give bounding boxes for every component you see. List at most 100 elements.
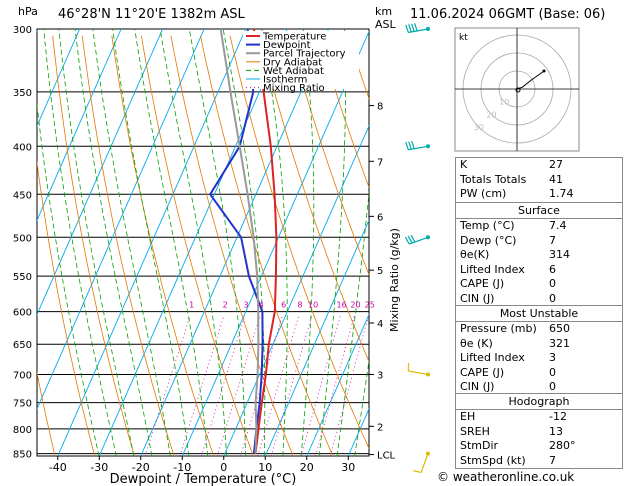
pressure-tick-label: 600 <box>13 308 32 319</box>
isotherm-line <box>223 124 369 456</box>
wind-barb-flag <box>411 23 415 32</box>
wind-barb <box>407 362 430 377</box>
mixing-ratio-label: 1 <box>189 301 194 310</box>
index-row-k: K 27 <box>456 158 622 173</box>
series-parcel-trajectory <box>219 29 260 454</box>
wind-barb-flag <box>414 23 418 32</box>
temp-tick-label: 0 <box>220 461 227 474</box>
wind-barb-staff <box>409 236 429 245</box>
legend-label: Mixing Ratio <box>263 83 325 94</box>
km-tick-label: 7 <box>377 157 383 168</box>
hodograph-trace <box>516 70 545 90</box>
surface-value: 7 <box>549 233 556 247</box>
surface-value: 6 <box>549 262 556 276</box>
hodograph-row: SREH 13 <box>456 425 622 440</box>
hodograph-label: StmSpd (kt) <box>460 453 526 467</box>
dry-adiabat-line <box>37 370 56 456</box>
index-label: Totals Totals <box>460 172 527 186</box>
temp-tick-label: 20 <box>300 461 314 474</box>
surface-value: 0 <box>549 291 556 305</box>
mixing-ratio-label: 3 <box>243 301 248 310</box>
isotherm-line <box>98 29 288 456</box>
wind-barb-flag <box>410 234 416 243</box>
wind-barb-staff <box>408 145 429 151</box>
legend-label: Parcel Trajectory <box>263 49 346 60</box>
asl-unit-label: ASL <box>375 18 397 31</box>
wind-barbs <box>404 23 430 473</box>
hodograph-unit: kt <box>459 33 468 43</box>
unstable-value: 0 <box>549 365 556 379</box>
series-temperature <box>252 29 278 454</box>
surface-table: Surface Temp (°C) 7.4 Dewp (°C) 7 θe(K) 314… <box>455 202 623 307</box>
pressure-tick-label: 400 <box>13 142 32 153</box>
index-value: 1.74 <box>549 187 574 200</box>
unstable-row: θe (K) 321 <box>456 337 622 352</box>
temp-tick-label: -40 <box>49 461 67 474</box>
km-tick-label: 6 <box>377 212 383 223</box>
wet-adiabat-line <box>74 29 153 456</box>
isotherm-line <box>306 313 369 456</box>
index-row-totals: Totals Totals 41 <box>456 173 622 188</box>
surface-label: Temp (°C) <box>460 219 515 232</box>
hodograph-value: 13 <box>549 424 563 438</box>
dry-adiabat-line <box>259 35 369 363</box>
legend-label: Temperature <box>262 32 326 43</box>
index-value: 27 <box>549 158 563 171</box>
hodograph-ring-label: 20 <box>486 110 496 119</box>
isotherm-line <box>37 29 122 222</box>
wind-barb <box>405 23 430 34</box>
wet-adiabat-line <box>222 29 266 456</box>
plot-frame <box>36 28 370 457</box>
pressure-tick-label: 850 <box>13 450 32 461</box>
unstable-label: θe (K) <box>460 336 493 350</box>
hodograph-row: StmDir 280° <box>456 439 622 454</box>
km-tick-label: 5 <box>377 266 383 277</box>
plot-axes: 1 2 3 4 6 8 10 16 20 2530035040045050055060065070… <box>13 25 396 474</box>
surface-row: Lifted Index 6 <box>456 263 622 278</box>
surface-row: Dewp (°C) 7 <box>456 234 622 249</box>
dry-adiabat-line <box>288 35 369 276</box>
dry-adiabat-line <box>200 35 334 456</box>
hodograph-ring-label: 30 <box>474 123 484 132</box>
hodograph-title: Hodograph <box>456 394 622 410</box>
km-tick-label: 3 <box>377 370 383 381</box>
hodograph-table: Hodograph EH -12 SREH 13 StmDir 280° StmSpd… <box>455 393 623 469</box>
mixing-ratio-label: 4 <box>259 301 264 310</box>
most-unstable-table: Most Unstable Pressure (mb) 650 θe (K) 321… <box>455 305 623 396</box>
legend-label: Dry Adiabat <box>263 57 322 68</box>
pressure-tick-label: 500 <box>13 233 32 244</box>
pressure-tick-label: 550 <box>13 272 32 283</box>
wind-barb-dot <box>426 451 430 456</box>
unstable-label: Pressure (mb) <box>460 322 537 335</box>
pressure-tick-label: 800 <box>13 425 32 436</box>
wet-adiabat-line <box>43 29 117 456</box>
wind-barb-flag <box>408 24 412 33</box>
wet-adiabat-line <box>37 101 100 456</box>
wet-adiabat-line <box>159 29 227 456</box>
dry-adiabat-line <box>170 35 294 456</box>
hodograph-value: -12 <box>549 410 567 423</box>
pressure-tick-label: 650 <box>13 340 32 351</box>
unstable-value: 321 <box>549 336 570 350</box>
pressure-tick-label: 350 <box>13 88 32 99</box>
isotherm-line <box>37 29 164 316</box>
hodograph-value: 7 <box>549 453 556 467</box>
wind-barb-flag <box>405 24 409 33</box>
dry-adiabat-line <box>229 35 369 450</box>
wind-barb <box>404 234 430 245</box>
hodograph-label: StmDir <box>460 439 499 452</box>
mixing-ratio-label: 25 <box>365 301 375 310</box>
wind-barb-staff <box>420 453 429 473</box>
dry-adiabat-line <box>37 159 96 456</box>
km-tick-label: LCL <box>377 451 396 462</box>
temp-tick-label: 10 <box>258 461 272 474</box>
credit-link[interactable]: © weatheronline.co.uk <box>437 470 575 484</box>
wind-barb-staff <box>408 370 429 376</box>
mixing-ratio-label: 16 <box>336 301 346 310</box>
pressure-tick-label: 700 <box>13 370 32 381</box>
pressure-unit-label: hPa <box>18 5 38 18</box>
datetime-title: 11.06.2024 06GMT (Base: 06) <box>410 7 606 22</box>
surface-label: θe(K) <box>460 248 490 261</box>
